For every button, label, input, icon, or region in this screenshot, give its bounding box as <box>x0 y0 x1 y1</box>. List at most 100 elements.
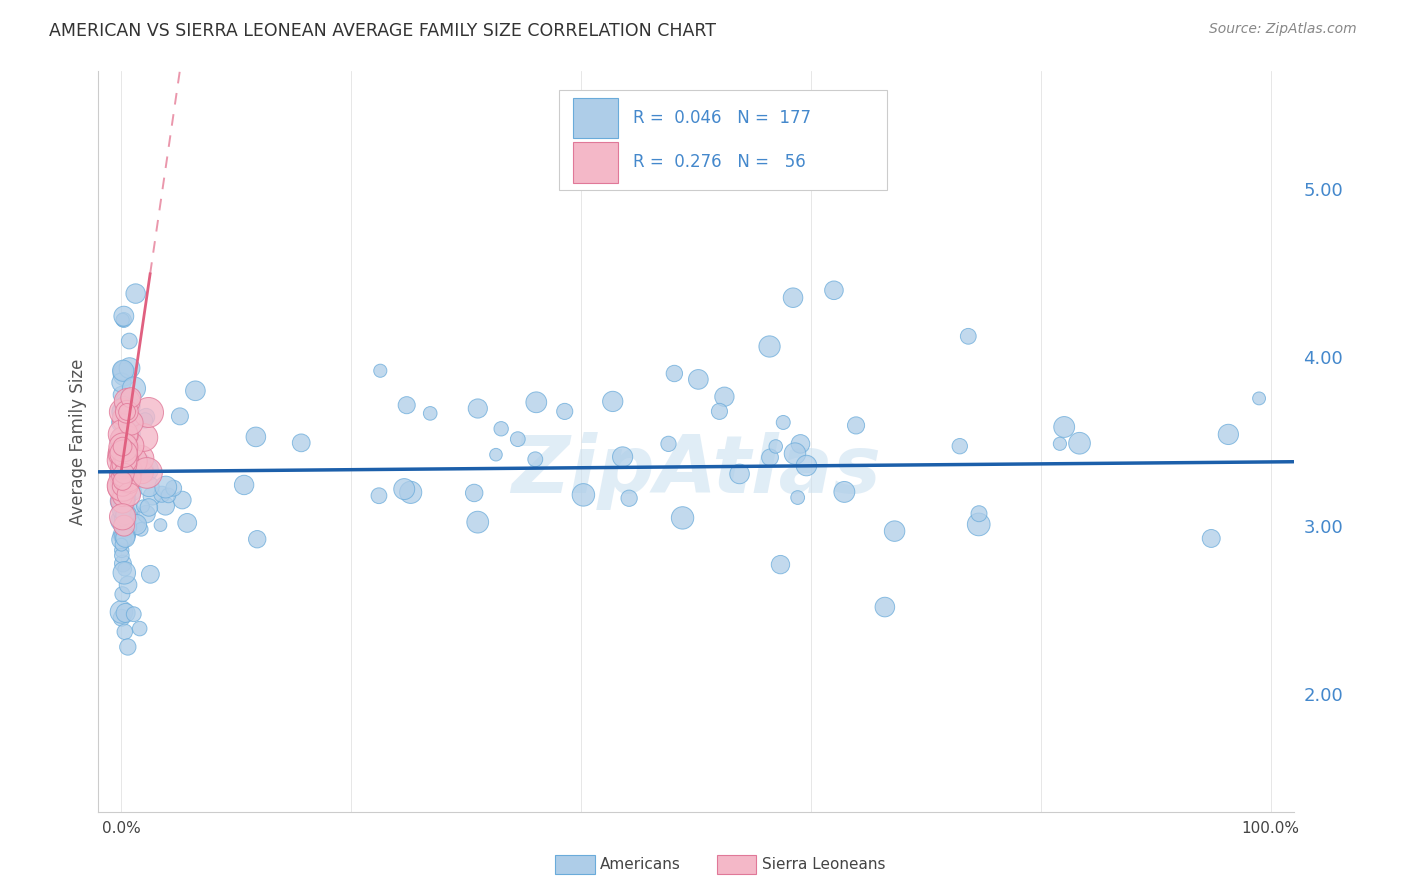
Point <box>169 409 191 424</box>
Point <box>114 474 136 488</box>
Point <box>789 437 811 451</box>
Point <box>110 431 132 445</box>
Point <box>110 514 132 528</box>
Point <box>172 493 194 508</box>
Point <box>111 364 134 378</box>
Point <box>122 381 145 395</box>
Bar <box>572 142 619 183</box>
Point <box>612 450 634 464</box>
Point <box>112 435 135 450</box>
Point <box>110 503 132 517</box>
Point <box>759 450 782 465</box>
Point <box>112 398 135 412</box>
Point <box>845 418 868 433</box>
Point <box>120 404 142 418</box>
Text: Source: ZipAtlas.com: Source: ZipAtlas.com <box>1209 22 1357 37</box>
Point <box>155 499 177 513</box>
Point <box>115 459 138 474</box>
Point <box>110 376 132 390</box>
Point <box>368 364 391 378</box>
Point <box>118 507 141 521</box>
Point <box>664 367 686 381</box>
Point <box>118 427 141 442</box>
Point <box>111 611 134 625</box>
Point <box>112 313 135 327</box>
Point <box>110 512 132 526</box>
Point <box>115 405 138 419</box>
Point <box>233 478 256 492</box>
Point <box>111 479 134 493</box>
Point <box>117 464 139 478</box>
Point <box>110 450 132 465</box>
Point <box>110 493 132 508</box>
Point <box>112 447 135 461</box>
Point <box>111 440 134 454</box>
Point <box>111 432 134 446</box>
Point <box>112 467 135 481</box>
Point <box>111 469 134 483</box>
Point <box>112 447 135 461</box>
Point <box>111 528 134 542</box>
Point <box>114 491 136 506</box>
Point <box>112 364 135 378</box>
Point <box>112 457 135 471</box>
Point <box>485 448 508 462</box>
Point <box>111 511 134 525</box>
Point <box>114 445 136 459</box>
Point <box>1218 427 1240 442</box>
Point <box>957 329 980 343</box>
Point <box>1199 532 1222 546</box>
Point <box>120 416 142 430</box>
Point <box>114 471 136 485</box>
Point <box>120 505 142 519</box>
Point <box>728 467 751 481</box>
Point <box>110 538 132 552</box>
Point <box>114 467 136 482</box>
Point <box>823 283 845 297</box>
Point <box>139 567 162 582</box>
Point <box>782 291 804 305</box>
Point <box>115 459 138 474</box>
Point <box>114 562 136 576</box>
Point <box>110 533 132 547</box>
Point <box>111 587 134 601</box>
Point <box>112 491 135 505</box>
Point <box>117 578 139 592</box>
Point <box>111 487 134 501</box>
Point <box>114 430 136 444</box>
Point <box>489 422 512 436</box>
Point <box>117 472 139 486</box>
Point <box>129 522 152 536</box>
Point <box>132 462 155 476</box>
FancyBboxPatch shape <box>558 90 887 190</box>
Point <box>769 558 792 572</box>
Point <box>112 405 135 419</box>
Point <box>796 458 818 473</box>
Point <box>111 494 134 508</box>
Point <box>112 447 135 461</box>
Text: AMERICAN VS SIERRA LEONEAN AVERAGE FAMILY SIZE CORRELATION CHART: AMERICAN VS SIERRA LEONEAN AVERAGE FAMIL… <box>49 22 716 40</box>
Point <box>114 531 136 545</box>
Point <box>118 428 141 442</box>
Point <box>121 484 143 499</box>
Point <box>111 460 134 475</box>
Point <box>111 476 134 491</box>
Point <box>949 439 972 453</box>
Point <box>111 427 134 442</box>
Point <box>138 500 160 515</box>
Point <box>129 457 152 471</box>
Point <box>111 432 134 446</box>
Point <box>114 624 136 639</box>
Point <box>138 480 160 494</box>
Point <box>368 489 391 503</box>
Point <box>967 507 990 521</box>
Point <box>117 402 139 417</box>
Point <box>114 527 136 541</box>
Point <box>467 515 489 529</box>
Point <box>118 487 141 501</box>
Point <box>709 404 731 418</box>
Point <box>117 464 139 478</box>
Point <box>157 488 180 502</box>
Point <box>114 508 136 522</box>
Point <box>115 450 138 465</box>
